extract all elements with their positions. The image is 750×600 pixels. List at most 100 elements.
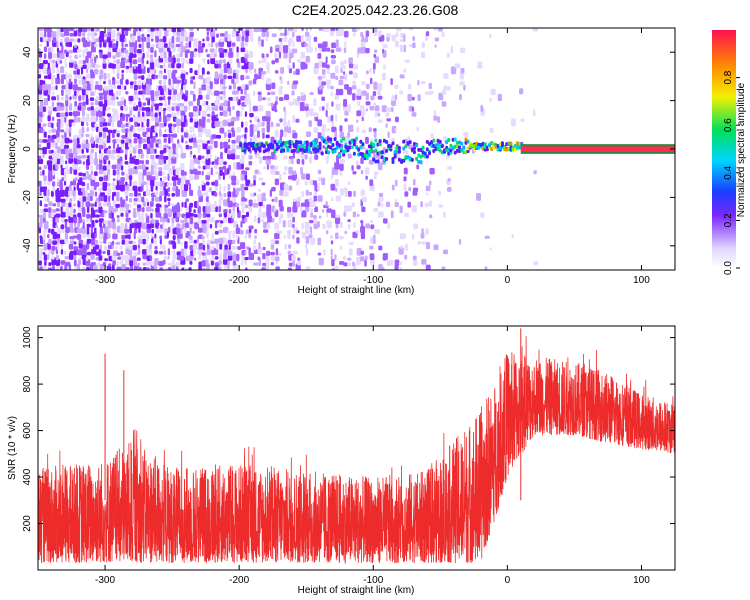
heatmap-cell <box>155 132 158 138</box>
heatmap-cell <box>292 40 295 48</box>
heatmap-cell <box>61 85 67 90</box>
heatmap-cell <box>38 56 42 63</box>
heatmap-cell <box>301 222 304 230</box>
heatmap-cell <box>38 28 44 32</box>
heatmap-cell <box>227 197 230 203</box>
heatmap-cell <box>219 52 225 58</box>
heatmap-cell <box>231 239 236 245</box>
heatmap-signal-cell <box>427 151 431 156</box>
heatmap-cell <box>185 198 189 202</box>
heatmap-cell <box>287 119 290 128</box>
heatmap-cell <box>240 172 246 181</box>
heatmap-cell <box>425 228 429 235</box>
heatmap-cell <box>163 245 166 251</box>
heatmap-cell <box>188 40 192 48</box>
heatmap-cell <box>373 207 379 212</box>
heatmap-cell <box>232 105 235 111</box>
heatmap-cell <box>132 185 138 191</box>
heatmap-cell <box>163 144 169 149</box>
heatmap-cell <box>198 105 202 112</box>
heatmap-cell <box>56 137 61 143</box>
heatmap-cell <box>68 119 75 123</box>
heatmap-cell <box>180 146 183 154</box>
heatmap-cell <box>209 203 213 208</box>
heatmap-cell <box>51 116 55 121</box>
heatmap-cell <box>147 36 150 43</box>
heatmap-cell <box>231 152 236 160</box>
heatmap-cell <box>158 138 161 145</box>
heatmap-cell <box>275 240 280 245</box>
heatmap-cell <box>288 158 292 165</box>
heatmap-cell <box>176 63 182 69</box>
heatmap-cell <box>179 35 185 42</box>
heatmap-cell <box>395 32 399 38</box>
heatmap-cell <box>240 189 245 197</box>
heatmap-cell <box>390 259 394 266</box>
heatmap-cell <box>278 51 282 59</box>
heatmap-cell <box>167 267 172 270</box>
heatmap-cell <box>172 123 177 128</box>
heatmap-cell <box>167 31 170 37</box>
heatmap-cell <box>321 62 327 68</box>
heatmap-cell <box>120 250 123 256</box>
heatmap-cell <box>355 229 359 234</box>
heatmap-cell <box>107 58 110 65</box>
heatmap-signal-cell <box>464 137 468 142</box>
heatmap-cell <box>241 106 244 111</box>
heatmap-cell <box>353 222 356 228</box>
heatmap-cell <box>120 183 125 192</box>
heatmap-cell <box>336 168 339 176</box>
heatmap-signal-cell <box>397 146 401 151</box>
heatmap-cell <box>68 252 74 260</box>
heatmap-cell <box>52 53 57 58</box>
heatmap-cell <box>112 59 118 64</box>
heatmap-cell <box>72 235 78 239</box>
y-tick-label: -40 <box>22 238 33 253</box>
heatmap-cell <box>81 181 86 187</box>
heatmap-cell <box>52 59 56 64</box>
heatmap-cell <box>374 229 380 235</box>
heatmap-cell <box>326 220 330 224</box>
heatmap-signal-cell <box>307 148 311 153</box>
heatmap-cell <box>69 197 73 203</box>
heatmap-cell <box>115 241 121 245</box>
heatmap-cell <box>56 28 60 32</box>
heatmap-cell <box>107 51 112 58</box>
heatmap-cell <box>360 250 365 255</box>
heatmap-cell <box>150 167 154 176</box>
heatmap-cell <box>64 238 69 244</box>
heatmap-cell <box>68 139 73 143</box>
heatmap-cell <box>296 35 302 42</box>
heatmap-cell <box>240 56 246 64</box>
heatmap-cell <box>121 51 124 58</box>
heatmap-cell <box>60 28 64 33</box>
heatmap-cell <box>73 38 77 43</box>
heatmap-cell <box>278 252 282 256</box>
heatmap-cell <box>240 41 245 48</box>
heatmap-cell <box>146 127 152 133</box>
heatmap-cell <box>270 102 274 107</box>
heatmap-cell <box>395 179 398 187</box>
heatmap-cell <box>99 137 105 144</box>
heatmap-cell <box>43 100 49 106</box>
heatmap-cell <box>159 115 162 123</box>
heatmap-cell <box>137 262 140 267</box>
heatmap-cell <box>232 81 236 90</box>
heatmap-cell <box>218 63 222 69</box>
heatmap-cell <box>78 172 83 177</box>
colorbar-tick-label: 0.0 <box>723 261 734 275</box>
heatmap-cell <box>222 258 228 265</box>
heatmap-cell <box>313 202 316 209</box>
heatmap-signal-cell <box>357 147 361 152</box>
heatmap-cell <box>296 259 302 266</box>
heatmap-cell <box>274 207 277 212</box>
heatmap-cell <box>411 106 415 112</box>
heatmap-cell <box>57 178 60 182</box>
heatmap-cell <box>121 239 126 245</box>
heatmap-cell <box>180 175 187 182</box>
heatmap-cell <box>417 241 422 245</box>
heatmap-cell <box>108 47 112 53</box>
heatmap-cell <box>343 205 349 213</box>
heatmap-cell <box>227 34 232 42</box>
heatmap-cell <box>154 103 159 107</box>
